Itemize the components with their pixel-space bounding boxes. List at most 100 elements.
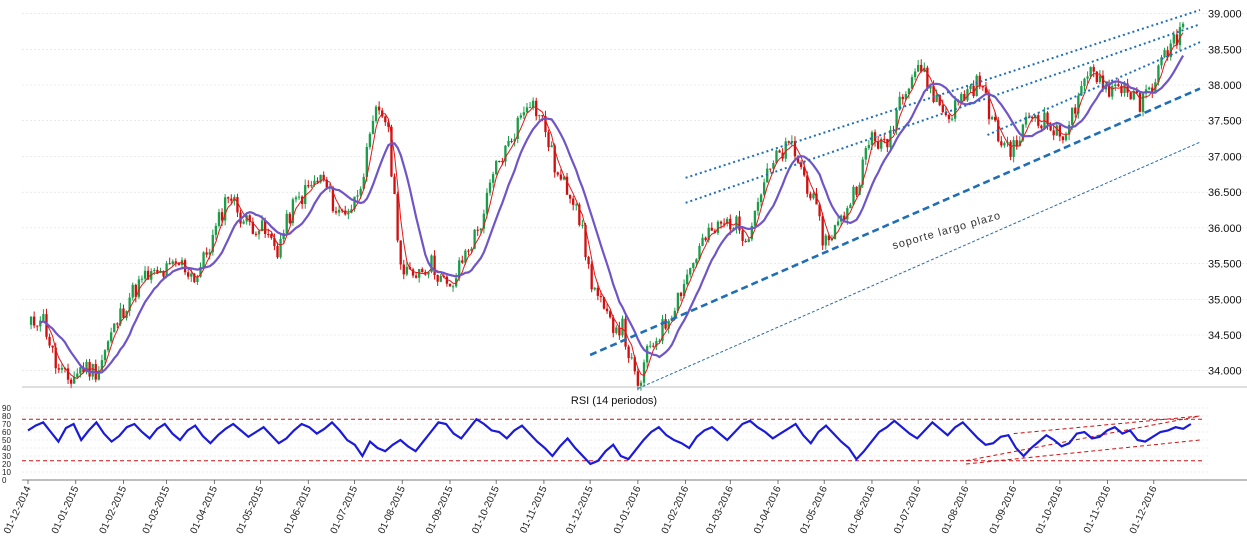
candle bbox=[950, 116, 954, 122]
candle bbox=[1074, 104, 1077, 118]
x-tick-label: 01-12-2015 bbox=[564, 484, 596, 535]
x-tick-label: 01-08-2016 bbox=[940, 484, 972, 535]
candle bbox=[710, 222, 713, 231]
candle bbox=[384, 115, 387, 126]
rsi-y-tick: 80 bbox=[2, 412, 11, 421]
candle bbox=[756, 197, 760, 216]
candle bbox=[291, 197, 295, 226]
candle bbox=[645, 344, 649, 368]
x-tick-label: 01-03-2016 bbox=[704, 484, 736, 535]
candle bbox=[334, 206, 338, 215]
candle bbox=[689, 267, 692, 278]
price-y-tick: 37.500 bbox=[1208, 116, 1242, 128]
candle bbox=[498, 160, 501, 163]
candle bbox=[1000, 136, 1003, 148]
candle bbox=[374, 104, 378, 124]
candle bbox=[411, 267, 415, 278]
candle bbox=[867, 140, 871, 151]
candle bbox=[901, 94, 904, 105]
x-tick-label: 01-10-2016 bbox=[1034, 484, 1066, 535]
x-tick-label: 01-06-2015 bbox=[282, 484, 314, 535]
x-tick-label: 01-09-2016 bbox=[988, 484, 1020, 535]
rsi-y-tick: 0 bbox=[2, 476, 7, 485]
candle bbox=[639, 380, 643, 391]
price-trendline bbox=[685, 9, 1201, 179]
candle bbox=[171, 259, 174, 267]
candle bbox=[753, 210, 757, 229]
candle bbox=[880, 137, 883, 152]
rsi-trendlines bbox=[965, 415, 1201, 465]
candle bbox=[707, 223, 710, 243]
candle bbox=[39, 316, 42, 332]
price-trendlines bbox=[589, 9, 1201, 390]
candle bbox=[32, 311, 36, 329]
candle bbox=[661, 314, 664, 345]
candle bbox=[208, 248, 211, 260]
candle bbox=[347, 208, 350, 220]
candle bbox=[581, 219, 584, 229]
candle bbox=[405, 261, 409, 277]
candle bbox=[1080, 80, 1083, 96]
price-trendline bbox=[637, 141, 1201, 390]
candle bbox=[1138, 91, 1142, 113]
rsi-trendline bbox=[1013, 415, 1201, 435]
candle bbox=[427, 271, 430, 279]
rsi-trendline bbox=[965, 415, 1201, 462]
candle bbox=[519, 112, 522, 120]
candle bbox=[547, 129, 550, 152]
candle bbox=[193, 273, 196, 284]
candle bbox=[649, 340, 652, 349]
rsi-y-tick: 20 bbox=[2, 460, 11, 469]
candle bbox=[565, 172, 569, 195]
candle bbox=[217, 208, 221, 228]
rsi-line bbox=[27, 417, 1192, 466]
candle bbox=[972, 80, 975, 99]
candle bbox=[113, 323, 116, 333]
candle bbox=[288, 212, 291, 225]
candle bbox=[799, 160, 803, 170]
candle bbox=[975, 74, 978, 97]
candle bbox=[368, 131, 372, 150]
candle bbox=[467, 248, 470, 256]
candle bbox=[214, 222, 218, 240]
candle bbox=[652, 342, 655, 348]
price-moving-averages bbox=[39, 32, 1185, 380]
rsi-trendline bbox=[965, 439, 1201, 465]
candle bbox=[621, 315, 624, 338]
candle bbox=[414, 272, 418, 279]
candle bbox=[827, 233, 831, 246]
rsi-y-tick: 10 bbox=[2, 468, 11, 477]
candle bbox=[578, 202, 581, 227]
price-y-tick: 35.000 bbox=[1208, 294, 1242, 306]
x-tick-label: 01-07-2016 bbox=[892, 484, 924, 535]
candle bbox=[738, 210, 741, 234]
candle bbox=[1169, 39, 1172, 61]
price-trendline bbox=[987, 41, 1201, 136]
candle bbox=[485, 188, 489, 218]
candle bbox=[716, 220, 720, 236]
candle bbox=[1107, 79, 1111, 98]
candle bbox=[60, 363, 64, 374]
candle bbox=[353, 196, 356, 212]
candle bbox=[297, 191, 301, 200]
candle bbox=[69, 377, 73, 389]
price-trendline bbox=[685, 23, 1201, 204]
x-tick-label: 01-11-2016 bbox=[1082, 484, 1113, 535]
candle bbox=[544, 110, 547, 138]
candle bbox=[337, 205, 341, 217]
candle bbox=[448, 283, 452, 287]
candle bbox=[642, 359, 646, 387]
candle bbox=[658, 338, 661, 343]
candle bbox=[809, 191, 812, 201]
candle bbox=[322, 171, 325, 182]
candle bbox=[864, 146, 867, 166]
candle bbox=[344, 205, 347, 216]
candle bbox=[627, 344, 630, 363]
candle bbox=[1126, 78, 1129, 97]
candle bbox=[849, 202, 852, 209]
candle bbox=[1077, 92, 1080, 119]
candle bbox=[270, 233, 273, 240]
candle bbox=[1015, 135, 1018, 150]
price-y-tick: 36.500 bbox=[1208, 187, 1242, 199]
